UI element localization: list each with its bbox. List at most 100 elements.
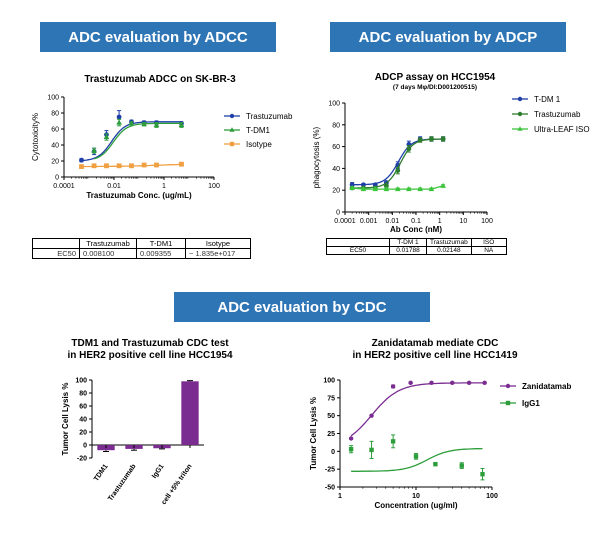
adcc-chart-title: Trastuzumab ADCC on SK-BR-3	[84, 74, 236, 85]
data-point-circle	[369, 413, 374, 418]
data-point-circle	[395, 168, 401, 173]
y-tick-label: 80	[79, 391, 87, 398]
table-header-row: T-DM 1 Trastuzumab ISO	[326, 238, 507, 247]
y-tick-label: 0	[336, 210, 340, 217]
y-tick-label: 40	[79, 417, 87, 424]
cdc-bar-chart-title: TDM1 and Trastuzumab CDC test in HER2 po…	[67, 338, 233, 361]
x-tick-label: 1	[338, 493, 342, 500]
x-tick-label: 1	[162, 183, 166, 190]
table-header-cell	[32, 238, 80, 249]
data-point-square	[505, 400, 511, 406]
data-point-circle	[440, 136, 446, 142]
data-point-square	[129, 163, 134, 169]
data-point-square	[413, 454, 419, 459]
table-header-cell: T-DM1	[136, 238, 186, 249]
data-point-circle	[482, 380, 487, 386]
series-fit-line	[81, 121, 182, 162]
data-point-triangle	[128, 120, 135, 126]
legend-label: Trastuzumab	[534, 110, 581, 119]
table-header-cell: ISO	[470, 238, 507, 247]
adcp-ec50-table: T-DM 1 Trastuzumab ISO EC50 0.01788 0.02…	[326, 238, 507, 255]
data-point-triangle	[406, 186, 412, 192]
y-tick-label: 0	[55, 175, 59, 182]
data-point-square	[433, 461, 438, 467]
data-point-circle	[229, 113, 235, 119]
series-fit-line	[93, 122, 182, 160]
data-point-triangle	[116, 119, 122, 125]
x-tick-label: 0.001	[360, 218, 378, 225]
data-point-triangle	[178, 122, 185, 127]
x-tick-label: 100	[486, 493, 498, 500]
y-axis-label: phagocytosis (%)	[312, 126, 321, 188]
y-tick-label: 0	[83, 443, 87, 450]
data-point-square	[390, 439, 396, 444]
data-point-square	[79, 164, 84, 169]
x-tick-label: cell +5% triton	[161, 463, 194, 506]
y-tick-label: 80	[332, 122, 340, 129]
data-point-circle	[505, 383, 511, 389]
data-point-triangle	[360, 186, 367, 192]
y-tick-label: 20	[332, 188, 340, 195]
data-point-triangle	[417, 186, 423, 192]
x-tick-label: 100	[208, 183, 220, 190]
banner-cdc: ADC evaluation by CDC	[174, 292, 430, 322]
x-tick-label: 1	[438, 218, 442, 225]
table-header-cell: Trastuzumab	[426, 238, 472, 247]
y-tick-label: 25	[327, 431, 335, 438]
data-point-triangle	[349, 185, 355, 191]
series-fit-line	[351, 447, 483, 472]
y-tick-label: 60	[79, 404, 87, 411]
data-point-circle	[348, 436, 354, 441]
x-tick-label: 0.01	[107, 183, 121, 190]
data-point-square	[91, 163, 97, 169]
data-point-triangle	[229, 127, 235, 132]
x-tick-label: 10	[412, 493, 420, 500]
data-point-triangle	[153, 122, 160, 127]
y-tick-label: 60	[332, 144, 340, 151]
table-cell: 0.008100	[79, 248, 137, 259]
data-point-circle	[429, 380, 434, 386]
data-point-circle	[450, 380, 455, 386]
x-tick-label: 0.1	[411, 218, 421, 225]
banner-adcc: ADC evaluation by ADCC	[40, 22, 276, 52]
y-tick-label: 100	[323, 378, 335, 385]
legend-label: Zanidatamab	[522, 382, 571, 391]
data-point-circle	[406, 146, 412, 152]
legend-label: Trastuzumab	[246, 112, 293, 121]
data-point-circle	[79, 157, 84, 163]
adcp-chart-title: ADCP assay on HCC1954	[374, 72, 496, 83]
legend-label: Ultra-LEAF ISO	[534, 125, 590, 134]
y-tick-label: 20	[79, 430, 87, 437]
data-point-square	[104, 163, 109, 169]
y-tick-label: 50	[327, 413, 335, 420]
data-point-triangle	[103, 134, 110, 139]
x-tick-label: 10	[459, 218, 467, 225]
data-point-square	[348, 446, 354, 452]
x-axis-label: Concentration (ug/ml)	[374, 501, 457, 510]
data-point-triangle	[141, 121, 147, 127]
data-point-square	[480, 471, 485, 477]
data-point-circle	[517, 111, 523, 117]
y-tick-label: 40	[332, 166, 340, 173]
y-tick-label: 20	[51, 159, 59, 166]
y-tick-label: -20	[77, 456, 87, 463]
table-row: EC50 0.01788 0.02148 NA	[326, 246, 507, 255]
legend-label: T-DM 1	[534, 95, 561, 104]
table-header-row: Trastuzumab T-DM1 Isotype	[32, 238, 251, 249]
data-point-circle	[517, 96, 523, 102]
data-point-triangle	[91, 147, 97, 153]
data-point-triangle	[517, 126, 523, 131]
data-point-triangle	[372, 186, 379, 192]
data-point-square	[369, 447, 374, 453]
data-point-square	[459, 463, 464, 468]
y-tick-label: 100	[328, 101, 340, 108]
table-cell: 0.009355	[136, 248, 186, 259]
y-axis-label: Tumor Cell Lysis %	[309, 397, 318, 470]
table-cell: 0.02148	[426, 246, 472, 255]
y-axis-label: Cytotoxicity%	[31, 113, 40, 161]
y-tick-label: 40	[51, 143, 59, 150]
y-tick-label: 80	[51, 111, 59, 118]
data-point-square	[179, 161, 184, 167]
y-tick-label: 100	[75, 378, 87, 385]
